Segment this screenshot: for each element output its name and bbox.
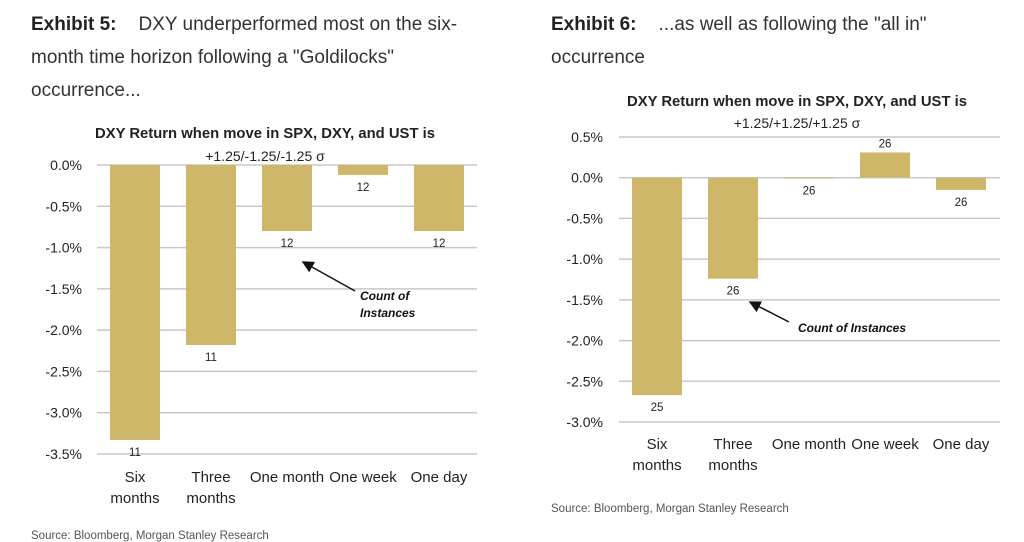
annotation-label: Count of — [360, 289, 410, 303]
bar-one-week — [860, 152, 910, 178]
bar-one-day — [936, 177, 986, 190]
x-category-label: months — [708, 457, 757, 474]
x-category-label: One day — [933, 436, 990, 453]
y-tick-label: -1.5% — [566, 292, 603, 308]
count-label: 12 — [357, 182, 370, 194]
bar-three-months — [708, 177, 758, 279]
y-tick-label: -2.5% — [566, 373, 603, 389]
x-category-label: Six — [647, 436, 668, 453]
count-label: 26 — [727, 286, 740, 298]
exhibit-5-heading: Exhibit 5: DXY underperformed most on the… — [31, 8, 501, 107]
exhibit-6-text: ...as well as following the "all in" occ… — [551, 14, 927, 68]
bar-six-months — [110, 165, 160, 440]
count-label: 26 — [879, 138, 892, 150]
x-category-label: months — [632, 457, 681, 474]
y-tick-label: -1.5% — [45, 281, 82, 297]
count-label: 12 — [433, 238, 446, 250]
annotation-arrow — [748, 301, 790, 323]
y-tick-label: -2.0% — [566, 333, 603, 349]
count-label: 12 — [281, 238, 294, 250]
x-category-label: One day — [411, 469, 468, 486]
count-label: 11 — [205, 352, 217, 364]
y-tick-label: 0.0% — [50, 157, 82, 173]
exhibit-5-label: Exhibit 5: — [31, 14, 117, 35]
y-tick-label: 0.5% — [571, 129, 603, 145]
y-tick-label: -1.0% — [566, 251, 603, 267]
bar-six-months — [632, 177, 682, 396]
exhibit-6-heading: Exhibit 6: ...as well as following the "a… — [551, 8, 991, 74]
y-tick-label: -3.5% — [45, 446, 82, 462]
y-tick-label: -1.0% — [45, 240, 82, 256]
x-category-label: One week — [329, 469, 397, 486]
chart-title: DXY Return when move in SPX, DXY, and US… — [95, 126, 435, 142]
exhibit-6-label: Exhibit 6: — [551, 14, 637, 35]
y-tick-label: -3.0% — [45, 405, 82, 421]
y-tick-label: -3.0% — [566, 414, 603, 430]
bar-one-week — [338, 165, 388, 175]
count-label: 25 — [651, 402, 664, 414]
annotation-label: Count of Instances — [798, 321, 906, 335]
exhibit-5-source: Source: Bloomberg, Morgan Stanley Resear… — [31, 530, 269, 542]
exhibit-6-source: Source: Bloomberg, Morgan Stanley Resear… — [551, 503, 789, 515]
y-tick-label: -0.5% — [45, 198, 82, 214]
chart-subtitle: +1.25/-1.25/-1.25 σ — [205, 148, 325, 164]
exhibit-5-text: DXY underperformed most on the six-month… — [31, 14, 458, 101]
x-category-label: months — [186, 490, 235, 507]
bar-one-month — [262, 165, 312, 232]
count-label: 26 — [803, 186, 816, 198]
count-label: 26 — [955, 197, 968, 209]
annotation-label: Instances — [360, 306, 416, 320]
x-category-label: Three — [713, 436, 752, 453]
y-tick-label: -2.5% — [45, 363, 82, 379]
y-tick-label: -2.0% — [45, 322, 82, 338]
x-category-label: One week — [851, 436, 919, 453]
x-category-label: Three — [191, 469, 230, 486]
bar-three-months — [186, 165, 236, 346]
x-category-label: One month — [250, 469, 324, 486]
count-label: 11 — [129, 447, 141, 459]
x-category-label: One month — [772, 436, 846, 453]
y-tick-label: 0.0% — [571, 170, 603, 186]
y-tick-label: -0.5% — [566, 210, 603, 226]
annotation-arrow — [301, 261, 356, 292]
bar-one-month — [784, 177, 834, 179]
x-category-label: Six — [125, 469, 146, 486]
x-category-label: months — [110, 490, 159, 507]
chart-title: DXY Return when move in SPX, DXY, and US… — [627, 94, 967, 110]
chart-subtitle: +1.25/+1.25/+1.25 σ — [734, 115, 861, 131]
bar-one-day — [414, 165, 464, 232]
